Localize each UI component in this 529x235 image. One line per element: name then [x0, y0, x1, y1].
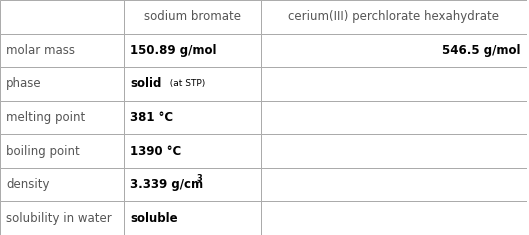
Text: 150.89 g/mol: 150.89 g/mol [130, 44, 217, 57]
Bar [124, 67, 261, 101]
Text: (at STP): (at STP) [165, 79, 206, 88]
Text: 381 °C: 381 °C [130, 111, 174, 124]
Bar [124, 134, 261, 168]
Bar [124, 201, 261, 235]
Text: cerium(III) perchlorate hexahydrate: cerium(III) perchlorate hexahydrate [288, 10, 499, 23]
Bar [124, 168, 261, 201]
Text: molar mass: molar mass [6, 44, 75, 57]
Bar [0, 67, 124, 101]
Text: 3: 3 [196, 174, 202, 183]
Text: 3.339 g/cm: 3.339 g/cm [130, 178, 203, 191]
Bar [124, 0, 261, 34]
Text: soluble: soluble [130, 212, 178, 225]
Bar [261, 168, 527, 201]
Bar [0, 168, 124, 201]
Bar [0, 0, 124, 34]
Text: 1390 °C: 1390 °C [130, 145, 181, 158]
Bar [124, 101, 261, 134]
Bar [124, 34, 261, 67]
Text: sodium bromate: sodium bromate [144, 10, 241, 23]
Text: solid: solid [130, 77, 161, 90]
Bar [0, 101, 124, 134]
Text: melting point: melting point [6, 111, 86, 124]
Bar [261, 0, 527, 34]
Text: solubility in water: solubility in water [6, 212, 112, 225]
Bar [261, 134, 527, 168]
Text: boiling point: boiling point [6, 145, 80, 158]
Bar [261, 34, 527, 67]
Bar [261, 67, 527, 101]
Bar [0, 134, 124, 168]
Bar [0, 201, 124, 235]
Bar [0, 34, 124, 67]
Text: 546.5 g/mol: 546.5 g/mol [442, 44, 521, 57]
Bar [261, 201, 527, 235]
Text: phase: phase [6, 77, 42, 90]
Bar [261, 101, 527, 134]
Text: density: density [6, 178, 50, 191]
